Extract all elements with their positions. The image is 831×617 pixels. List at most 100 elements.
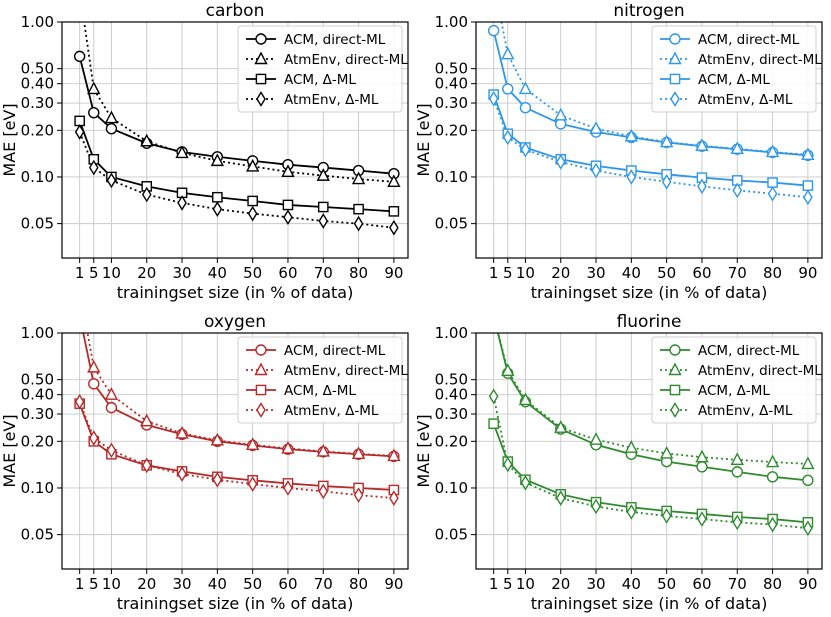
legend: ACM, direct-ML AtmEnv, direct-ML ACM, Δ-ML… — [651, 336, 822, 424]
data-point-triangle — [501, 363, 515, 377]
x-tick-label: 70 — [728, 575, 747, 593]
y-tick-label: 0.20 — [435, 121, 468, 139]
panel-title: oxygen — [204, 312, 266, 332]
x-tick-label: 5 — [503, 264, 513, 282]
data-point-triangle — [730, 452, 744, 465]
y-tick-label: 1.00 — [435, 13, 468, 31]
data-point-diamond — [353, 215, 364, 232]
data-point-circle — [487, 24, 500, 37]
data-point-triangle — [140, 133, 154, 147]
x-tick-label: 50 — [243, 264, 262, 282]
y-tick-label: 1.00 — [21, 13, 54, 31]
legend-label: AtmEnv, Δ-ML — [284, 92, 379, 108]
y-tick-label: 0.05 — [21, 215, 54, 233]
legend-label: AtmEnv, Δ-ML — [698, 403, 793, 419]
data-point-square — [802, 180, 814, 191]
legend-marker-diamond — [670, 91, 680, 107]
data-point-triangle — [659, 134, 674, 148]
x-tick-label: 30 — [586, 264, 605, 282]
x-axis-label: trainingset size (in % of data) — [531, 283, 768, 302]
data-point-diamond — [591, 498, 601, 515]
x-tick-label: 30 — [172, 264, 191, 282]
data-point-diamond — [283, 480, 293, 496]
plot-frame — [475, 332, 823, 570]
x-tick-label: 60 — [278, 264, 297, 282]
data-point-diamond — [106, 172, 117, 189]
panel-title: nitrogen — [613, 1, 684, 21]
y-tick-label: 0.30 — [435, 94, 468, 112]
y-axis-label: MAE [eV] — [0, 103, 19, 176]
data-point-diamond — [732, 182, 743, 199]
y-tick-label: 0.50 — [435, 371, 468, 389]
x-tick-label: 10 — [102, 264, 121, 282]
legend-marker-triangle — [668, 51, 682, 65]
data-point-diamond — [74, 393, 85, 410]
panel-fluorine: 1 5 10 20 30 40 50 60 70 80 90 0.05 0.10 0.20 0.300.40… — [414, 312, 823, 613]
x-tick-label: 80 — [349, 575, 368, 593]
data-point-diamond — [177, 466, 187, 482]
x-tick-label: 1 — [75, 264, 85, 282]
data-point-triangle — [210, 153, 225, 167]
legend-marker-diamond — [256, 91, 266, 107]
legend-marker-triangle — [668, 362, 682, 376]
legend-marker-triangle — [254, 51, 268, 65]
x-tick-label: 10 — [516, 575, 535, 593]
grid — [476, 332, 822, 569]
panel-title: fluorine — [617, 312, 682, 332]
data-point-circle — [802, 474, 814, 487]
x-tick-label: 20 — [551, 264, 570, 282]
data-point-diamond — [803, 520, 813, 537]
data-point-triangle — [316, 168, 330, 181]
data-point-triangle — [245, 437, 260, 450]
data-point-triangle — [87, 81, 101, 95]
data-point-diamond — [106, 442, 117, 459]
data-point-triangle — [801, 147, 815, 161]
data-point-square — [353, 203, 364, 215]
data-point-diamond — [502, 456, 513, 473]
legend-label: ACM, Δ-ML — [698, 383, 770, 399]
y-axis-label: MAE [eV] — [414, 103, 433, 176]
x-tick-label: 50 — [657, 264, 676, 282]
data-point-triangle — [281, 440, 295, 454]
y-tick-label: 0.30 — [435, 405, 468, 423]
data-point-square — [74, 115, 85, 127]
data-point-diamond — [767, 516, 778, 533]
y-tick-label: 0.05 — [21, 526, 54, 544]
data-point-diamond — [520, 141, 531, 158]
legend-marker-diamond — [256, 402, 266, 418]
data-point-triangle — [87, 359, 101, 373]
data-point-diamond — [555, 490, 566, 506]
panel-oxygen: 1 5 10 20 30 40 50 60 70 80 90 0.05 0.10 0.20 0.300.40… — [0, 312, 409, 613]
data-point-diamond — [212, 471, 223, 488]
legend-label: ACM, direct-ML — [284, 32, 386, 48]
y-tick-label: 0.10 — [435, 479, 468, 497]
data-point-diamond — [88, 159, 99, 176]
data-point-triangle — [316, 443, 330, 457]
legend: ACM, direct-ML AtmEnv, direct-ML ACM, Δ-ML… — [651, 25, 822, 113]
data-point-diamond — [141, 186, 152, 203]
data-point-diamond — [555, 154, 566, 170]
y-tick-label: 0.40 — [435, 386, 468, 404]
data-point-diamond — [767, 185, 778, 202]
data-point-triangle — [501, 46, 515, 60]
legend-label: AtmEnv, direct-ML — [698, 363, 822, 379]
data-point-triangle — [210, 432, 225, 446]
data-point-diamond — [488, 90, 499, 107]
data-point-square — [282, 199, 294, 211]
data-point-diamond — [626, 504, 637, 520]
data-point-square — [317, 201, 329, 213]
legend-marker-circle — [669, 33, 681, 45]
data-point-triangle — [765, 454, 780, 468]
legend-box — [237, 336, 403, 424]
data-point-triangle — [281, 164, 295, 177]
y-tick-label: 0.40 — [21, 75, 54, 93]
data-point-diamond — [318, 483, 329, 500]
x-tick-label: 20 — [551, 575, 570, 593]
legend-box — [237, 25, 403, 113]
data-point-triangle — [695, 449, 709, 463]
x-tick-label: 90 — [798, 264, 817, 282]
x-tick-label: 80 — [763, 575, 782, 593]
data-point-triangle — [589, 121, 603, 134]
x-tick-label: 40 — [622, 575, 641, 593]
